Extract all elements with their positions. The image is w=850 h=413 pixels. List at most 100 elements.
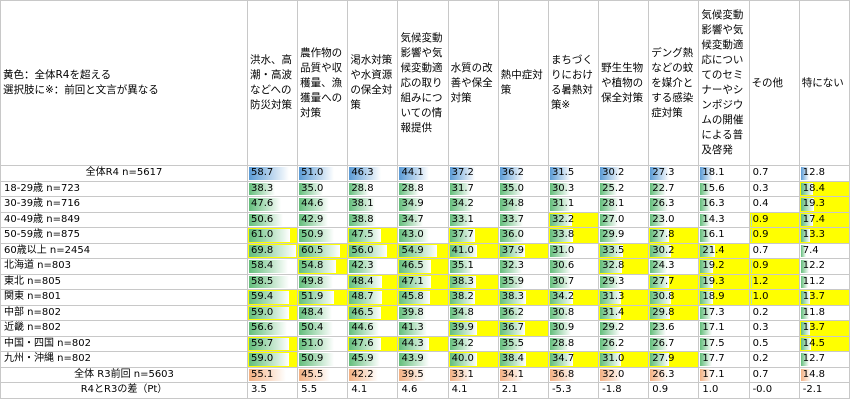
value-cell: 37.2 [447, 165, 499, 182]
data-bar [650, 368, 669, 381]
value-label: 37.7 [451, 229, 474, 241]
column-header: その他 [748, 0, 800, 166]
data-bar [800, 229, 810, 242]
diff-cell: 4.6 [397, 382, 449, 399]
value-label: 28.8 [351, 182, 374, 194]
value-cell: 30.3 [547, 180, 600, 197]
value-label: 29.8 [652, 306, 675, 318]
diff-cell: 5.5 [297, 382, 349, 399]
value-cell: 12.8 [798, 165, 850, 182]
value-label: 19.2 [702, 260, 725, 272]
column-header: まちづくりにおける暑熱対策※ [547, 0, 600, 166]
table-row: 18-29歳 n=723 38.3 35.0 28.8 28.8 31.7 35.0 30.3… [0, 180, 850, 197]
data-bar [449, 337, 473, 350]
value-cell: 0.2 [748, 304, 800, 321]
data-bar [499, 229, 525, 242]
data-bar [499, 322, 525, 335]
value-label: 27.3 [652, 167, 675, 179]
table-row: 40-49歳 n=849 50.6 42.9 38.8 34.7 33.1 33.7 32.2… [0, 211, 850, 228]
value-cell: 51.0 [297, 165, 349, 182]
column-header: 特にない [798, 0, 850, 166]
value-label: 31.5 [551, 167, 575, 179]
data-bar [600, 353, 622, 366]
value-label: 17.1 [702, 322, 725, 334]
value-label: 45.5 [301, 368, 324, 380]
data-bar [499, 167, 525, 180]
data-bar [600, 306, 622, 319]
data-bar [349, 353, 381, 366]
value-cell: 42.3 [347, 258, 399, 275]
value-cell: 29.2 [598, 320, 650, 337]
value-cell: 35.5 [497, 335, 549, 352]
value-label: 42.9 [301, 213, 324, 225]
data-bar [800, 182, 814, 195]
value-label: 25.2 [602, 182, 625, 194]
data-bar [800, 167, 810, 180]
value-cell: 17.4 [798, 211, 850, 228]
data-table: 黄色：全体R4を超える 選択肢に※：前回と文言が異なる 洪水、高潮・高波などへの防… [0, 0, 850, 399]
value-label: 11.2 [802, 275, 825, 287]
value-cell: 17.1 [698, 320, 750, 337]
data-bar [249, 291, 290, 304]
value-label: 19.3 [802, 198, 825, 210]
value-cell: 59.4 [246, 289, 299, 306]
column-header: 気候変動影響や気候変動適応についてのセミナーやシンポジウムの開催による普及啓発 [698, 0, 750, 166]
value-cell: 42.9 [297, 211, 349, 228]
data-bar [650, 275, 669, 288]
data-bar [349, 167, 381, 180]
table-row: 北海道 n=803 58.4 54.8 42.3 46.5 35.1 32.3 30.6 32.… [0, 258, 850, 275]
column-header: 野生生物や植物の保全対策 [598, 0, 650, 166]
data-bar [349, 260, 378, 273]
value-label: 31.7 [451, 182, 474, 194]
row-label: 近畿 n=802 [0, 320, 248, 337]
data-bar [299, 368, 330, 381]
value-cell: 31.7 [447, 180, 499, 197]
value-cell: 32.2 [547, 211, 600, 228]
data-bar [299, 353, 334, 366]
value-cell: 50.6 [246, 211, 299, 228]
value-cell: 37.9 [497, 242, 549, 259]
value-cell: 30.8 [648, 289, 700, 306]
value-cell: 22.7 [648, 180, 700, 197]
value-cell: 13.7 [798, 289, 850, 306]
note-line: 黄色：全体R4を超える [3, 69, 112, 81]
value-label: 27.0 [602, 213, 625, 225]
value-cell: 35.1 [447, 258, 499, 275]
data-bar [650, 322, 667, 335]
data-bar [299, 322, 334, 335]
value-cell: 39.8 [397, 304, 449, 321]
row-label: 北海道 n=803 [0, 258, 248, 275]
value-cell: 14.3 [698, 211, 750, 228]
value-label: 0.3 [752, 182, 769, 194]
data-bar [499, 213, 523, 226]
data-bar [499, 182, 524, 195]
value-label: 0.2 [752, 306, 769, 318]
data-bar [650, 167, 669, 180]
data-bar [700, 322, 712, 335]
value-cell: 30.6 [547, 258, 600, 275]
table-row: 中部 n=802 59.0 48.4 46.5 39.8 34.8 36.2 30.8 31.4… [0, 304, 850, 321]
value-label: 47.6 [251, 198, 274, 210]
row-label: 40-49歳 n=849 [0, 211, 248, 228]
data-bar [800, 353, 810, 366]
table-row: 近畿 n=802 56.6 50.4 44.6 41.3 39.9 36.7 30.9 29.2… [0, 320, 850, 337]
value-cell: 38.4 [497, 351, 549, 368]
value-cell: 26.3 [648, 366, 700, 383]
value-cell: 36.7 [497, 320, 549, 337]
data-bar [800, 275, 809, 288]
data-bar [650, 260, 667, 273]
header-row: 黄色：全体R4を超える 選択肢に※：前回と文言が異なる 洪水、高潮・高波などへの防… [0, 0, 850, 166]
value-cell: 58.7 [246, 165, 299, 182]
value-label: 36.2 [501, 306, 525, 318]
data-bar [349, 229, 382, 242]
value-label: 24.3 [652, 260, 675, 272]
value-label: 34.1 [501, 368, 525, 380]
data-bar [449, 213, 472, 226]
value-label: 30.8 [652, 291, 675, 303]
value-cell: 35.0 [497, 180, 549, 197]
data-bar [249, 306, 289, 319]
value-cell: 50.9 [297, 227, 349, 244]
value-cell: 27.9 [648, 351, 700, 368]
value-cell: 12.2 [798, 258, 850, 275]
value-label: 14.3 [702, 213, 725, 225]
